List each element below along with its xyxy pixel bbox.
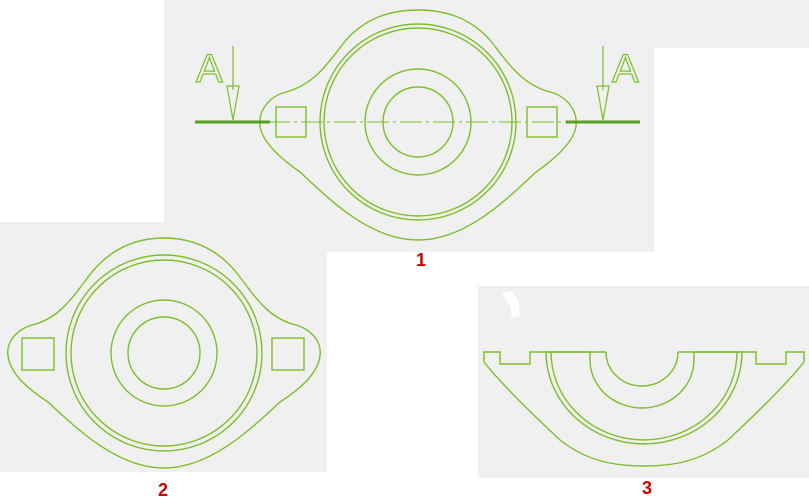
figure-2-hub-outer (110, 299, 218, 407)
figure-2-drawing (7, 237, 321, 469)
section-letter-right: A (612, 47, 639, 91)
figure-3-drawing (483, 291, 805, 467)
figure-2-mount-hole-right (271, 337, 305, 371)
figure-3-bore-arc (605, 351, 679, 387)
figure-3-housing-inner-arc (550, 351, 738, 441)
figure-1-label: 1 (416, 250, 426, 270)
figure-2-mount-hole-left (21, 337, 55, 371)
section-letter-left: A (196, 47, 223, 91)
figure-1-flange-outline (259, 9, 577, 241)
section-arrow-right (596, 46, 610, 121)
figure-3-section-outline (483, 351, 805, 467)
figure-2-housing-inner (70, 259, 258, 447)
figure-2-housing-outer (65, 254, 263, 452)
figure-2-bore (127, 316, 201, 390)
panel-figure-1 (164, 0, 654, 252)
figure-2-flange-outline (7, 237, 321, 469)
section-arrow-left (226, 46, 240, 121)
panel-figure-3 (478, 286, 809, 478)
figure-3-housing-outer-arc (545, 351, 743, 445)
figure-3-mark (502, 291, 520, 318)
figure-3-label: 3 (642, 478, 652, 498)
panel-figure-2 (0, 222, 327, 284)
panel-figure-1-right (654, 0, 809, 48)
figure-2-label: 2 (158, 480, 168, 500)
figure-1-drawing (195, 9, 640, 241)
